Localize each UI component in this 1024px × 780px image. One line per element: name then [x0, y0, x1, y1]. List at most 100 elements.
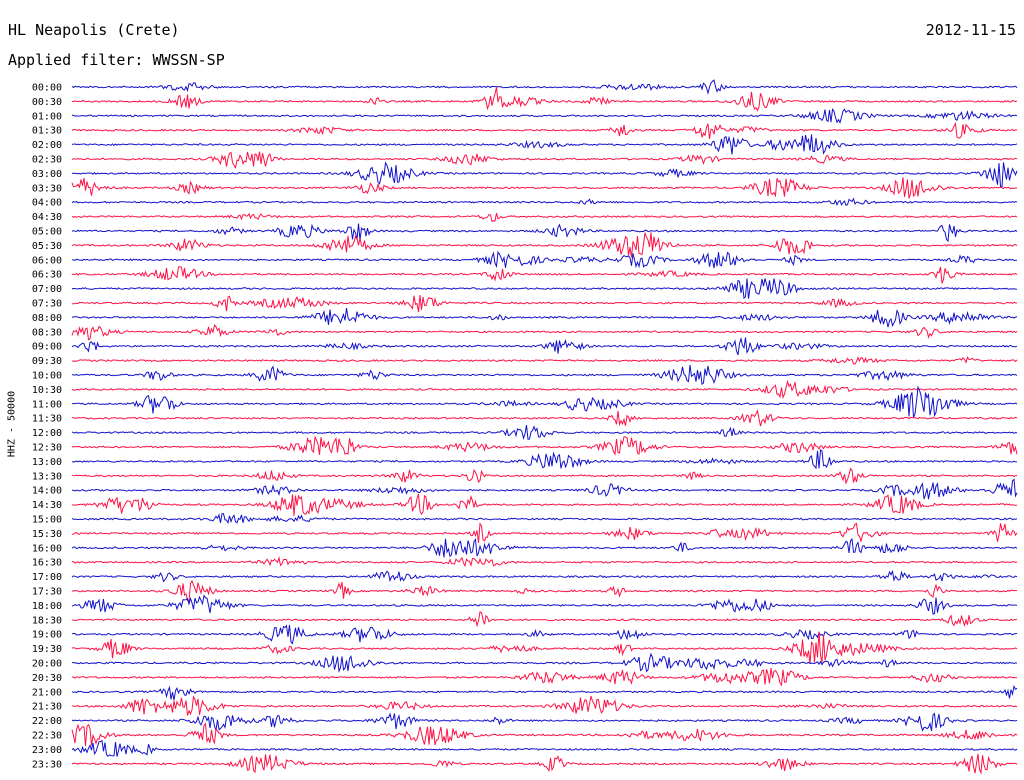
trace-line [71, 493, 1018, 516]
time-tick-label: 05:30 [32, 241, 62, 252]
trace-line [71, 223, 1018, 243]
time-tick-label: 04:30 [32, 212, 62, 223]
trace-line [71, 161, 1018, 188]
time-tick-label: 11:00 [32, 399, 62, 410]
time-tick-label: 08:30 [32, 327, 62, 338]
trace-line [71, 478, 1018, 500]
time-tick-label: 03:30 [32, 183, 62, 194]
time-tick-label: 01:30 [32, 126, 62, 137]
trace-line [71, 467, 1018, 485]
trace-line [71, 364, 1018, 386]
trace-line [71, 722, 1018, 746]
time-tick-label: 23:00 [32, 745, 62, 756]
trace-line [71, 79, 1018, 96]
time-tick-label: 17:30 [32, 587, 62, 598]
time-tick-label: 19:30 [32, 644, 62, 655]
trace-line [71, 356, 1018, 365]
trace-line [71, 611, 1018, 628]
trace-line [71, 379, 1018, 400]
trace-line [71, 250, 1017, 269]
trace-line [71, 555, 1018, 568]
time-tick-label: 02:30 [32, 155, 62, 166]
trace-line [71, 177, 1018, 199]
trace-line [71, 579, 1018, 603]
time-tick-label: 05:00 [32, 227, 62, 238]
time-tick-label: 20:30 [32, 673, 62, 684]
time-tick-label: 04:00 [32, 198, 62, 209]
time-tick-label: 13:30 [32, 471, 62, 482]
time-tick-label: 06:30 [32, 270, 62, 281]
trace-line [71, 753, 1018, 775]
time-tick-label: 21:30 [32, 702, 62, 713]
time-tick-label: 22:00 [32, 716, 62, 727]
trace-line [71, 624, 1018, 645]
trace-line [71, 695, 1018, 716]
trace-line [71, 324, 1018, 341]
time-tick-label: 20:00 [32, 659, 62, 670]
time-tick-label: 07:30 [32, 299, 62, 310]
trace-line [71, 569, 1018, 583]
time-tick-label: 10:00 [32, 371, 62, 382]
time-tick-label: 23:30 [32, 759, 62, 770]
time-tick-label: 01:00 [32, 111, 62, 122]
time-tick-label: 12:30 [32, 443, 62, 454]
time-tick-label: 08:00 [32, 313, 62, 324]
time-tick-label: 12:00 [32, 428, 62, 439]
time-tick-label: 02:00 [32, 140, 62, 151]
date-label: 2012-11-15 [925, 21, 1016, 39]
trace-line [71, 684, 1018, 701]
time-tick-label: 06:00 [32, 255, 62, 266]
time-tick-label: 18:30 [32, 615, 62, 626]
time-tick-label: 19:00 [32, 630, 62, 641]
time-tick-label: 11:30 [32, 414, 62, 425]
trace-line [71, 294, 1018, 313]
trace-line [72, 108, 1018, 124]
time-tick-label: 16:00 [32, 543, 62, 554]
trace-line [71, 151, 1018, 170]
time-tick-label: 13:00 [32, 457, 62, 468]
trace-line [71, 385, 1018, 418]
time-tick-label: 14:00 [32, 486, 62, 497]
trace-line [71, 739, 1018, 757]
time-tick-label: 09:00 [32, 342, 62, 353]
trace-line [71, 435, 1018, 456]
trace-line [71, 212, 1018, 223]
trace-line [71, 232, 1018, 258]
trace-line [71, 336, 1018, 356]
trace-line [71, 537, 1018, 558]
time-tick-label: 10:30 [32, 385, 62, 396]
time-tick-label: 15:00 [32, 515, 62, 526]
trace-line [71, 449, 1018, 470]
trace-line [71, 134, 1018, 155]
trace-line [71, 631, 1018, 664]
trace-line [71, 594, 1018, 615]
trace-line [71, 668, 1018, 687]
trace-line [71, 308, 1018, 328]
trace-line [71, 522, 1018, 543]
trace-line [71, 278, 1018, 299]
time-tick-label: 18:00 [32, 601, 62, 612]
station-title: HL Neapolis (Crete) [8, 21, 180, 39]
trace-line [71, 87, 1018, 112]
time-tick-label: 09:30 [32, 356, 62, 367]
time-tick-label: 21:00 [32, 687, 62, 698]
time-tick-label: 15:30 [32, 529, 62, 540]
filter-subtitle: Applied filter: WWSSN-SP [8, 51, 225, 69]
trace-line [71, 197, 1018, 207]
time-tick-label: 14:30 [32, 500, 62, 511]
time-tick-label: 00:00 [32, 83, 62, 94]
time-tick-label: 00:30 [32, 97, 62, 108]
time-tick-label: 07:00 [32, 284, 62, 295]
time-tick-label: 22:30 [32, 731, 62, 742]
trace-line [71, 712, 1018, 732]
time-tick-label: 17:00 [32, 572, 62, 583]
trace-line [71, 409, 1018, 427]
trace-line [71, 266, 1018, 284]
time-tick-label: 03:00 [32, 169, 62, 180]
trace-line [71, 424, 1018, 440]
trace-line [71, 513, 1018, 525]
time-tick-label: 16:30 [32, 558, 62, 569]
trace-line [71, 121, 1018, 139]
trace-line [71, 652, 1018, 674]
